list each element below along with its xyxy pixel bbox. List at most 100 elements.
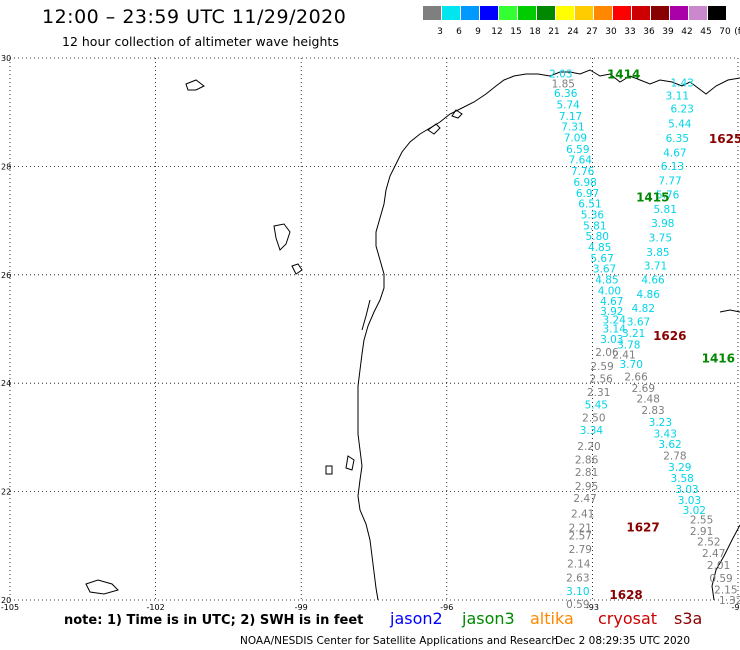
wave-height-label: 3.21 — [622, 328, 645, 340]
wave-height-label: 0.59 — [709, 573, 732, 585]
lat-tick-label: 30 — [1, 54, 11, 63]
legend-label: 12 — [491, 27, 503, 37]
wave-height-label: 3.02 — [683, 505, 706, 517]
wave-height-label: 4.66 — [641, 274, 665, 286]
wave-height-label: 4.67 — [600, 296, 623, 308]
wave-height-label: 1.32 — [719, 595, 740, 607]
map-title: 12:00 – 23:59 UTC 11/29/2020 — [42, 6, 347, 28]
wave-height-label: 4.00 — [598, 285, 621, 297]
lat-tick-label: 22 — [1, 488, 11, 497]
legend-label: 45 — [700, 27, 712, 37]
legend-swatch — [594, 6, 613, 20]
axis-ticks: -105 -102 -99 -96 -93 -90 30 28 26 24 22 20 — [1, 54, 740, 612]
wave-height-label: 5.81 — [583, 220, 606, 232]
lake-6 — [345, 455, 355, 471]
satellite-name: jason3 — [462, 609, 515, 628]
wave-height-label: 3.03 — [600, 334, 623, 346]
legend-label: 21 — [548, 27, 560, 37]
lake-2 — [273, 223, 291, 251]
wave-height-label: 5.45 — [585, 400, 608, 412]
lon-tick-label: -99 — [295, 603, 308, 612]
satellite-name: cryosat — [598, 609, 658, 628]
lat-tick-label: 26 — [1, 271, 11, 280]
wave-height-label: 3.43 — [654, 428, 677, 440]
pass-number-label: 1415 — [636, 191, 669, 205]
wave-height-label: 6.36 — [554, 88, 578, 100]
generated-timestamp: Dec 2 08:29:35 UTC 2020 — [555, 635, 691, 647]
lon-tick-label: -93 — [586, 603, 599, 612]
wave-height-label: 4.85 — [588, 242, 611, 254]
wave-height-label: 2.66 — [624, 371, 648, 383]
legend-swatch — [632, 6, 651, 20]
legend-swatch — [689, 6, 708, 20]
map-subtitle: 12 hour collection of altimeter wave hei… — [62, 34, 339, 49]
lat-lon-grid — [9, 57, 739, 601]
pass-number-label: 1627 — [626, 521, 659, 535]
wave-height-label: 2.86 — [575, 454, 599, 466]
wave-height-label: 2.20 — [577, 441, 600, 453]
wave-height-label: 2.47 — [573, 493, 596, 505]
wave-height-label: 3.03 — [675, 484, 698, 496]
legend-label: 42 — [681, 27, 693, 37]
wave-height-label: 3.14 — [603, 323, 627, 335]
wave-height-label: 2.79 — [569, 544, 592, 556]
legend-label: 27 — [586, 27, 598, 37]
wave-height-label: 7.77 — [658, 175, 681, 187]
wave-height-label: 2.50 — [582, 413, 605, 425]
credit-line: NOAA/NESDIS Center for Satellite Applica… — [240, 635, 558, 647]
gulf-coastline — [357, 69, 740, 601]
lat-tick-label: 24 — [1, 379, 11, 388]
wave-height-label: 3.58 — [670, 473, 693, 485]
wave-height-label: 3.24 — [603, 315, 627, 327]
wave-height-label: 2.41 — [612, 349, 635, 361]
legend-label: 24 — [567, 27, 579, 37]
pass-number-label: 1628 — [609, 588, 642, 602]
island-bay — [427, 123, 441, 135]
left-track: 2.031.856.365.747.177.317.096.597.647.76… — [549, 69, 626, 612]
lake-4 — [85, 579, 119, 595]
wave-height-label: 3.67 — [593, 264, 616, 276]
wave-height-label: 7.76 — [571, 166, 595, 178]
legend-label: 30 — [605, 27, 617, 37]
wave-height-label: 2.41 — [571, 509, 594, 521]
wave-height-label: 2.47 — [702, 548, 725, 560]
wave-height-label: 3.34 — [580, 425, 604, 437]
wave-height-label: 2.63 — [566, 573, 589, 585]
lon-tick-label: -96 — [440, 603, 453, 612]
pass-number-label: 1626 — [653, 329, 686, 343]
mexico-east-coast — [711, 524, 740, 601]
wave-height-label: 1.85 — [552, 78, 575, 90]
wave-height-label: 3.03 — [678, 495, 701, 507]
wave-height-label: 6.23 — [670, 104, 693, 116]
wave-height-label: 7.17 — [559, 111, 582, 123]
lat-tick-label: 20 — [1, 596, 11, 605]
wave-height-label: 2.57 — [569, 530, 592, 542]
legend-label: 3 — [437, 27, 443, 37]
wave-height-label: 6.51 — [578, 199, 601, 211]
wave-height-label: 2.14 — [567, 558, 591, 570]
wave-height-label: 2.15 — [714, 584, 737, 596]
wave-height-label: 2.48 — [637, 394, 660, 406]
wave-height-label: 6.59 — [566, 144, 589, 156]
wave-height-label: 2.52 — [697, 536, 720, 548]
wave-height-label: 3.23 — [649, 417, 672, 429]
wave-height-label: 2.69 — [632, 383, 655, 395]
lon-tick-label: -90 — [731, 603, 740, 612]
wave-height-label: 5.80 — [586, 231, 609, 243]
legend-swatch — [442, 6, 461, 20]
lat-tick-label: 28 — [1, 162, 11, 171]
wave-height-label: 2.83 — [641, 405, 664, 417]
wave-height-label: 3.29 — [668, 462, 691, 474]
pass-labels: 1414162514151626141616271411628 — [607, 68, 740, 602]
wave-height-label: 2.59 — [590, 361, 613, 373]
wave-height-label: 6.13 — [661, 161, 684, 173]
legend-swatch — [423, 6, 442, 20]
wave-height-label: 3.10 — [566, 586, 589, 598]
legend-swatch — [613, 6, 632, 20]
legend-swatch — [708, 6, 727, 20]
legend-label: 33 — [624, 27, 636, 37]
legend-unit: (ft) — [734, 27, 740, 37]
coastline — [85, 69, 740, 601]
wave-height-label: 3.98 — [651, 218, 674, 230]
